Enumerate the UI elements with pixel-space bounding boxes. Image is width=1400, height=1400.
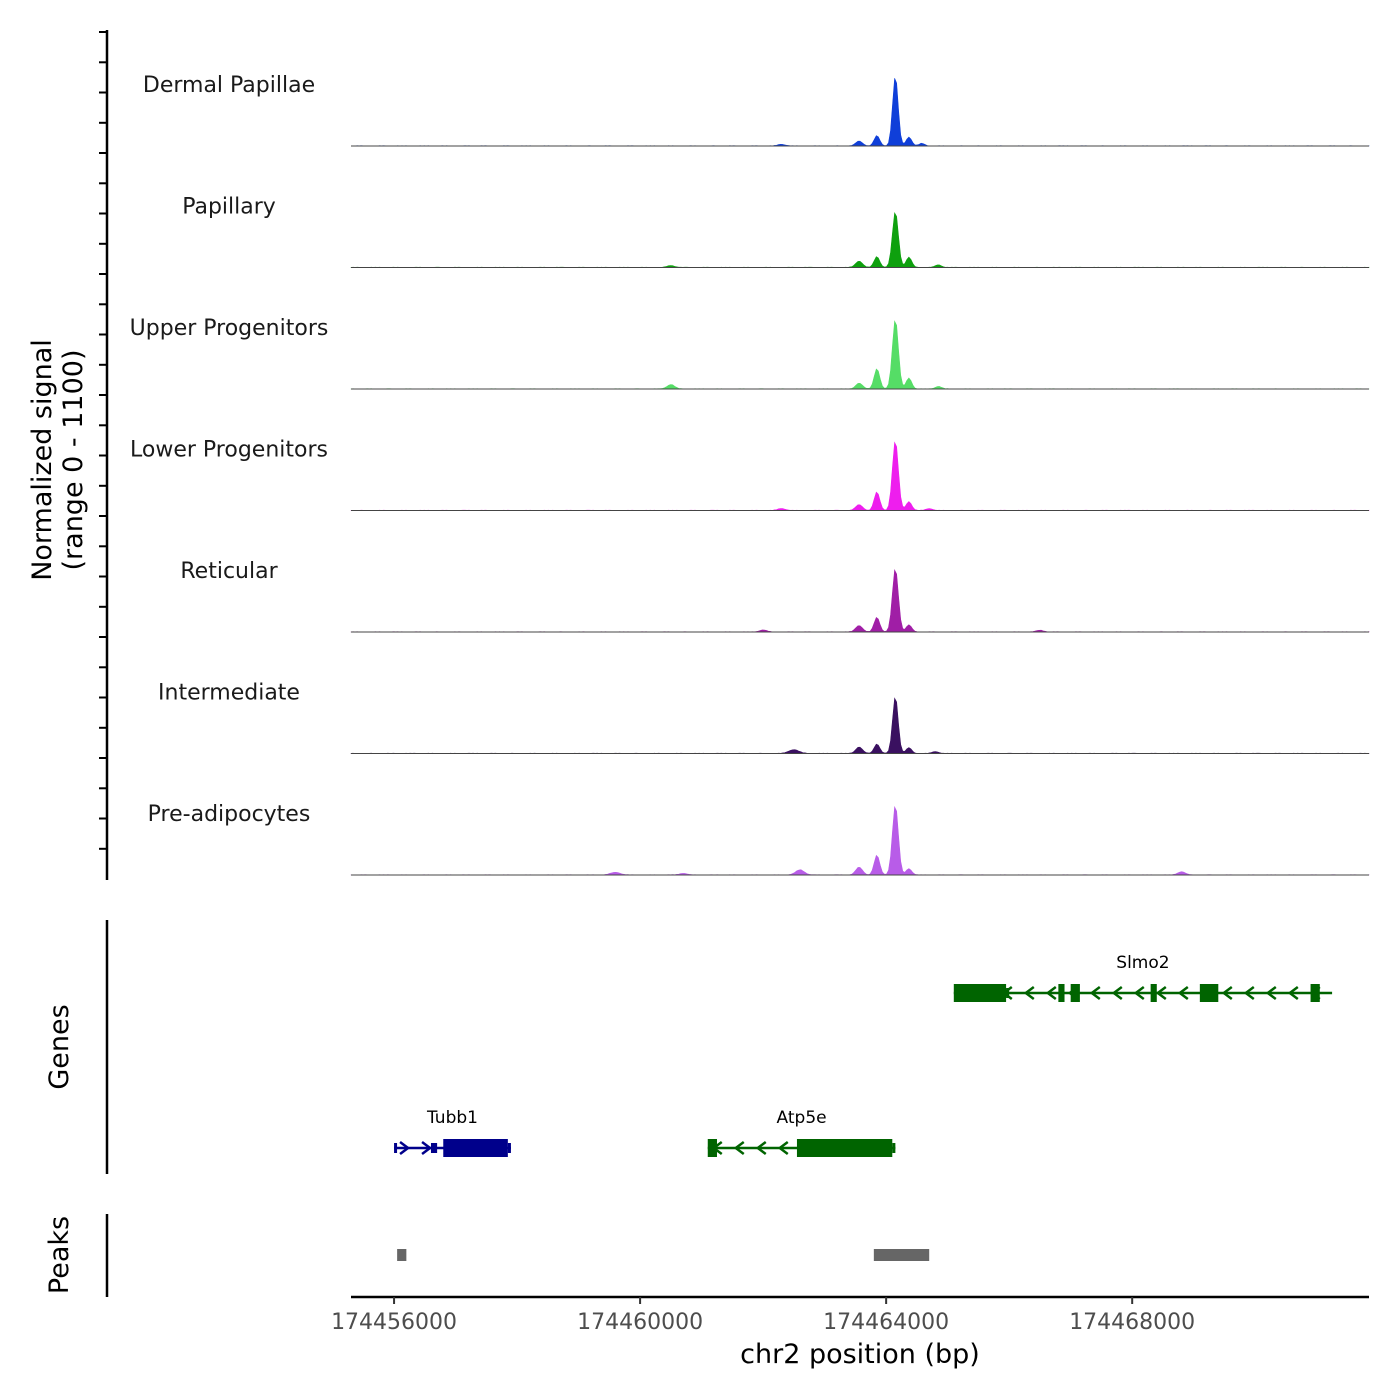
exon — [953, 984, 1007, 1002]
genes-y-axis-title: Genes — [44, 1004, 75, 1089]
x-tick-label: 174468000 — [1069, 1310, 1195, 1335]
exon — [1058, 984, 1065, 1002]
strand-arrow — [421, 1141, 433, 1155]
exon — [394, 1143, 398, 1153]
strand-arrow — [755, 1141, 767, 1155]
track-pre-adipocytes: Pre-adipocytes — [148, 802, 1370, 876]
exon — [507, 1143, 511, 1153]
exon — [443, 1139, 508, 1157]
strand-arrow — [1133, 986, 1145, 1000]
track-dermal-papillae: Dermal Papillae — [143, 73, 1370, 147]
strand-arrow — [1221, 986, 1233, 1000]
gene-models: Tubb1 Atp5e Slmo2 — [394, 953, 1333, 1157]
x-tick-label: 174460000 — [577, 1310, 703, 1335]
gene-label: Atp5e — [777, 1108, 827, 1128]
signal-area — [350, 78, 1370, 147]
track-label: Intermediate — [158, 681, 300, 706]
signal-area — [350, 805, 1370, 876]
track-label: Dermal Papillae — [143, 73, 315, 98]
exon — [892, 1143, 896, 1153]
exon — [796, 1139, 893, 1157]
gene-tubb1: Tubb1 — [394, 1108, 511, 1157]
signal-area — [350, 569, 1370, 633]
signal-y-ticks — [99, 31, 107, 850]
track-reticular: Reticular — [180, 559, 1370, 633]
peak-region — [397, 1249, 407, 1261]
signal-area — [350, 212, 1370, 268]
peak-region — [873, 1249, 930, 1261]
strand-arrow — [1243, 986, 1255, 1000]
track-label: Pre-adipocytes — [148, 802, 311, 827]
track-upper-progenitors: Upper Progenitors — [130, 316, 1370, 390]
exon — [430, 1143, 438, 1153]
strand-arrow — [1265, 986, 1277, 1000]
exon — [707, 1139, 717, 1157]
exon — [1070, 984, 1080, 1002]
signal-area — [350, 697, 1370, 754]
strand-arrow — [1155, 986, 1167, 1000]
track-label: Reticular — [180, 559, 278, 584]
signal-area — [350, 441, 1370, 511]
strand-arrow — [1023, 986, 1035, 1000]
x-axis-title: chr2 position (bp) — [740, 1339, 980, 1370]
x-axis-ticks: 174456000 174460000 174464000 174468000 — [331, 1297, 1195, 1335]
x-tick-label: 174464000 — [823, 1310, 949, 1335]
gene-slmo2: Slmo2 — [953, 953, 1333, 1002]
track-lower-progenitors: Lower Progenitors — [130, 438, 1370, 511]
track-label: Papillary — [182, 195, 276, 220]
strand-arrow — [1287, 986, 1299, 1000]
exon — [1310, 984, 1320, 1002]
strand-arrow — [777, 1141, 789, 1155]
signal-tracks: Dermal Papillae Papillary Upper Progenitor… — [130, 73, 1370, 876]
strand-arrow — [733, 1141, 745, 1155]
peaks-y-axis-title: Peaks — [44, 1216, 75, 1294]
track-papillary: Papillary — [182, 195, 1370, 268]
signal-y-axis-title-line1: Normalized signal — [27, 339, 58, 581]
strand-arrow — [1177, 986, 1189, 1000]
signal-y-axis — [99, 30, 109, 880]
track-label: Upper Progenitors — [130, 316, 329, 341]
exon — [1006, 988, 1010, 998]
strand-arrow — [1089, 986, 1101, 1000]
signal-area — [350, 320, 1370, 390]
track-label: Lower Progenitors — [130, 438, 328, 463]
strand-arrow — [1111, 986, 1123, 1000]
exon — [1199, 984, 1219, 1002]
strand-arrow — [399, 1141, 411, 1155]
x-tick-label: 174456000 — [331, 1310, 457, 1335]
gene-label: Tubb1 — [426, 1108, 478, 1128]
gene-atp5e: Atp5e — [707, 1108, 896, 1157]
strand-arrow — [1045, 986, 1057, 1000]
peak-regions — [397, 1249, 930, 1261]
signal-y-axis-title-line2: (range 0 - 1100) — [58, 350, 89, 571]
gene-label: Slmo2 — [1116, 953, 1169, 973]
track-intermediate: Intermediate — [158, 681, 1370, 754]
exon — [1150, 984, 1157, 1002]
